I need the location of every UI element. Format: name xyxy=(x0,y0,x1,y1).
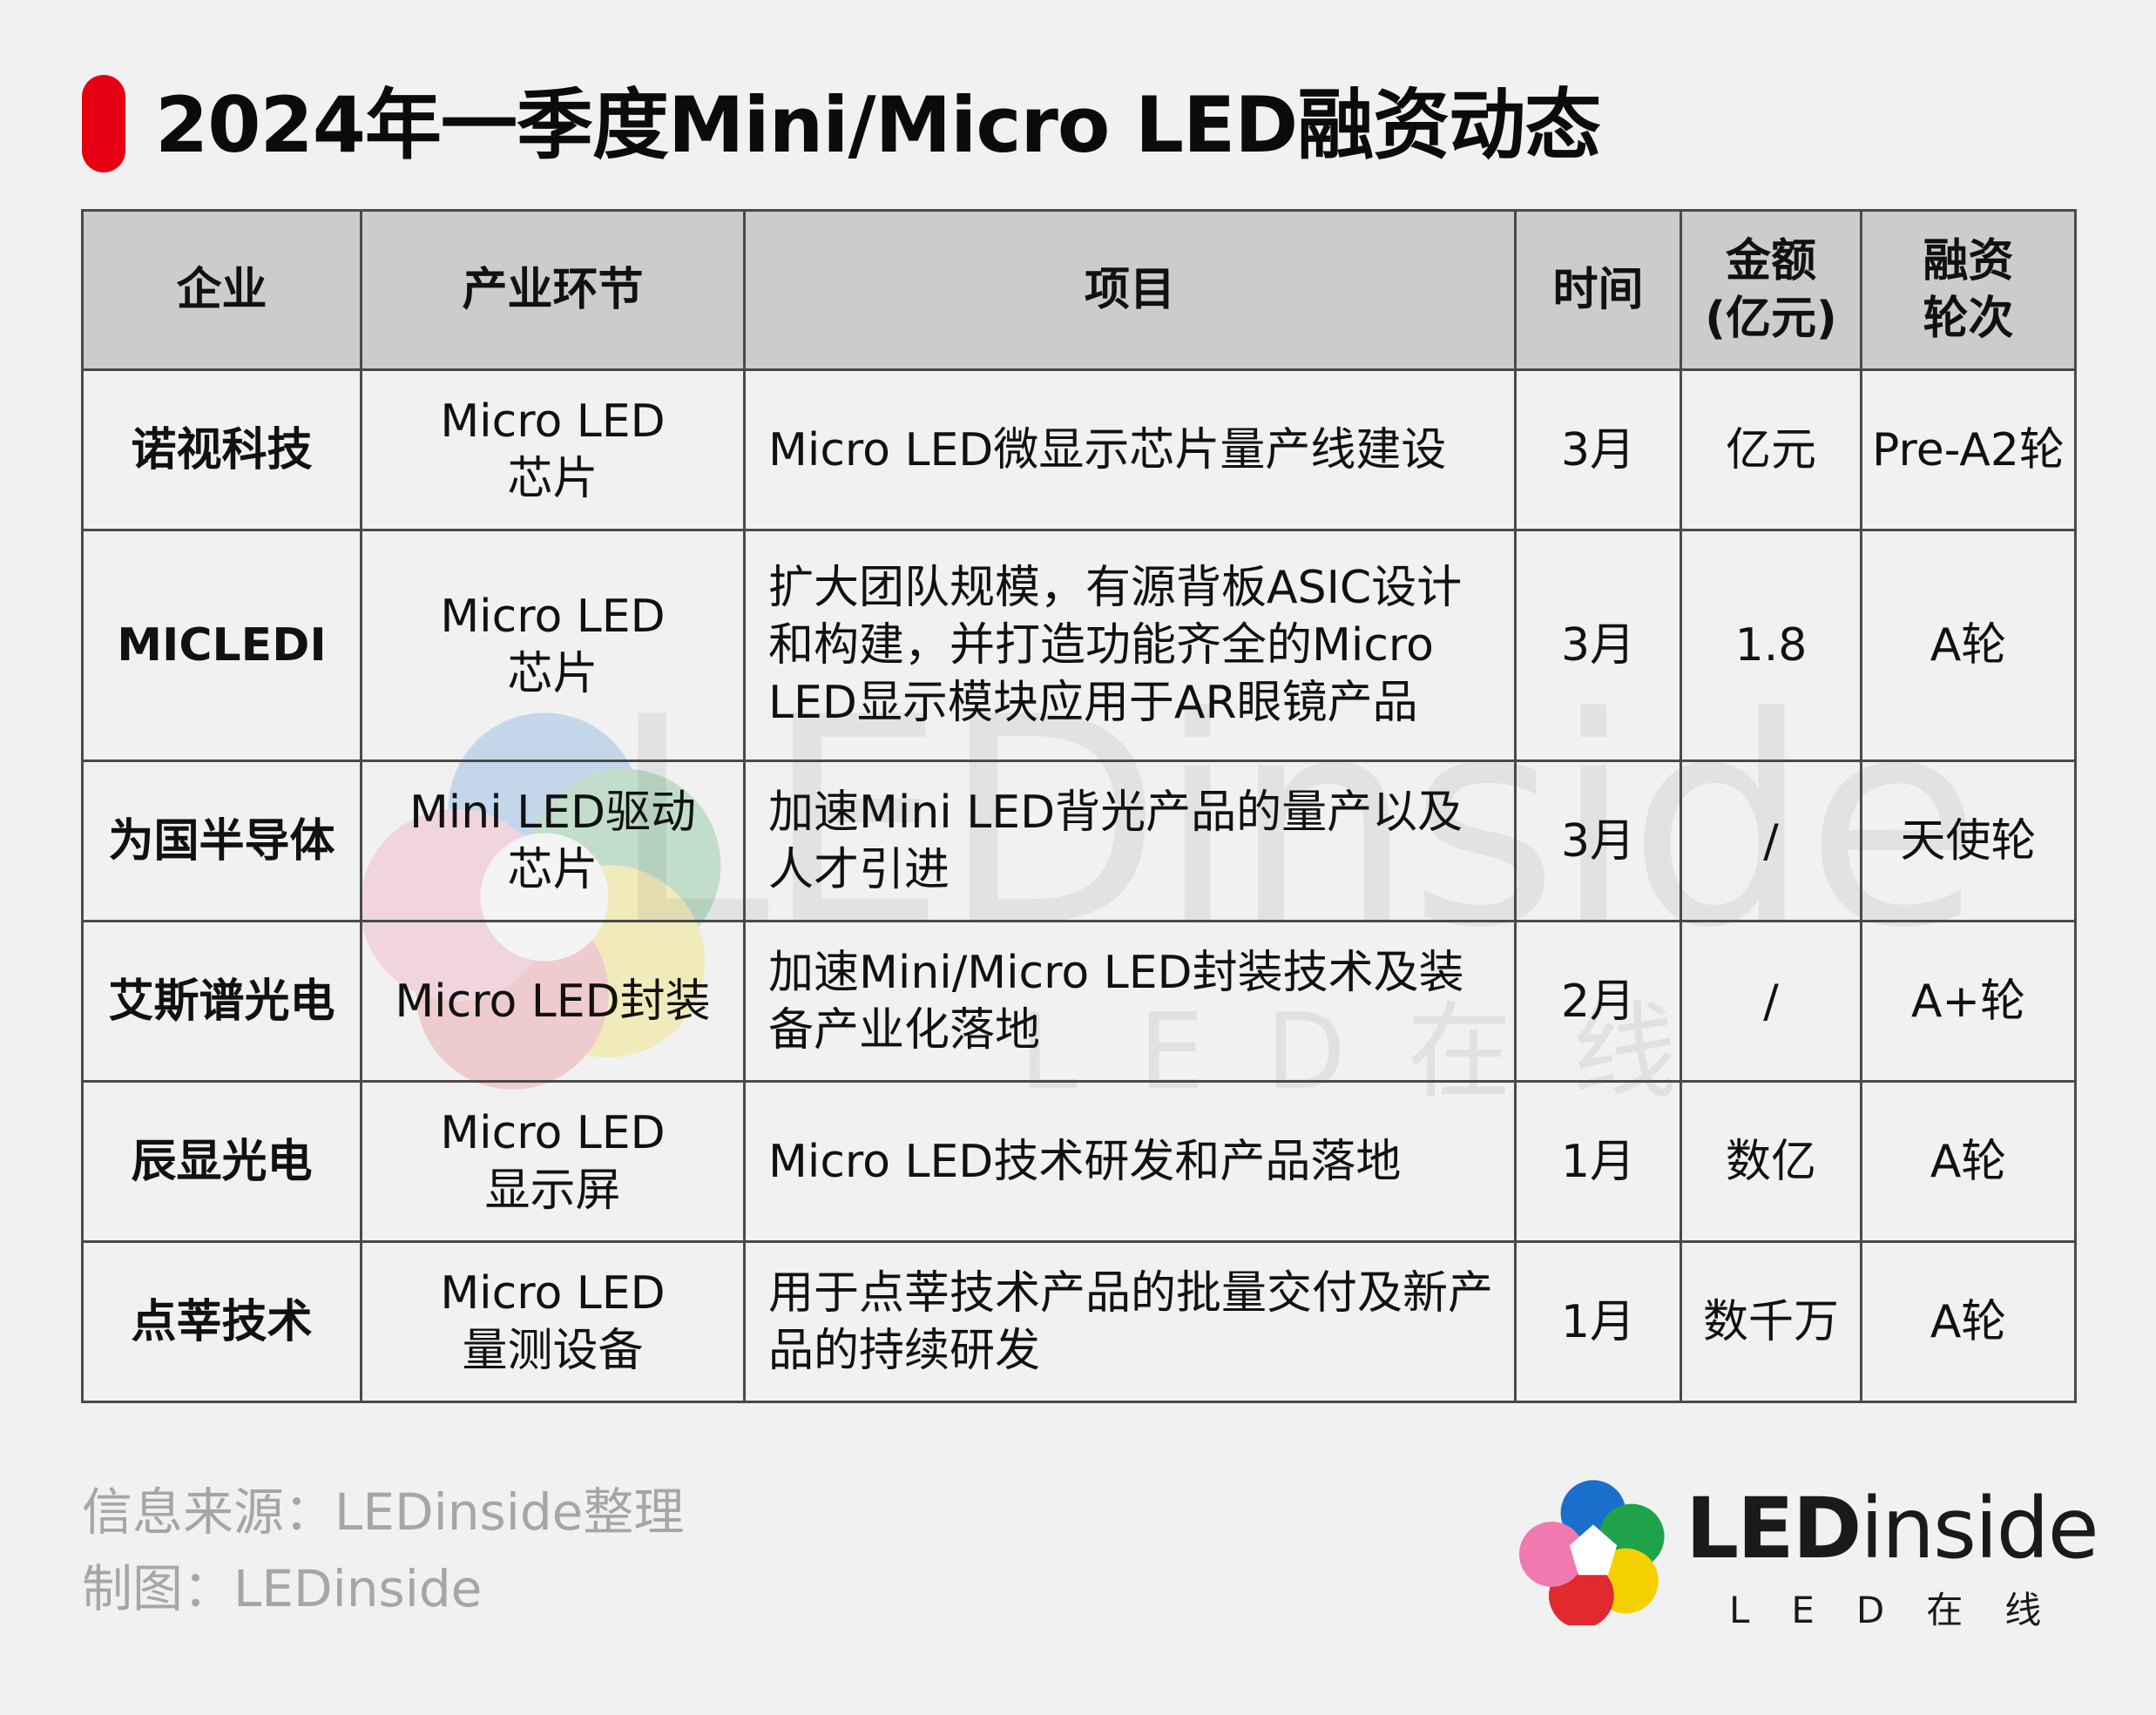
time-cell: 3月 xyxy=(1514,529,1682,762)
header-round: 融资 轮次 xyxy=(1860,209,2077,371)
project-cell: 加速Mini LED背光产品的量产以及人才引进 xyxy=(743,760,1517,922)
amount-cell: 1.8 xyxy=(1680,529,1862,762)
project-cell: Micro LED技术研发和产品落地 xyxy=(743,1080,1517,1243)
segment-cell: Mini LED驱动 芯片 xyxy=(360,760,746,922)
segment-cell: Micro LED 量测设备 xyxy=(360,1240,746,1403)
time-cell: 3月 xyxy=(1514,760,1682,922)
logo-wordmark-light: inside xyxy=(1860,1480,2099,1577)
header-company: 企业 xyxy=(81,209,362,371)
amount-cell: 亿元 xyxy=(1680,368,1862,531)
page-title: 2024年一季度Mini/Micro LED融资动态 xyxy=(155,80,1601,170)
segment-line2: 显示屏 xyxy=(484,1164,621,1217)
company-cell: 艾斯谱光电 xyxy=(81,920,362,1083)
table-header-row: 企业 产业环节 项目 时间 金额 (亿元) 融资轮次 xyxy=(81,209,2077,371)
project-cell: 扩大团队规模，有源背板ASIC设计和构建，并打造功能齐全的Micro LED显示… xyxy=(743,529,1517,762)
credit-text: 制图：LEDinside xyxy=(82,1559,483,1618)
table-row: 艾斯谱光电 Micro LED封装 加速Mini/Micro LED封装技术及装… xyxy=(81,920,2077,1083)
segment-cell: Micro LED 芯片 xyxy=(360,368,746,531)
company-cell: MICLEDI xyxy=(81,529,362,762)
financing-table: 企业 产业环节 项目 时间 金额 (亿元) 融资轮次 诺视科技 Micro LED… xyxy=(81,209,2077,1403)
project-cell: 加速Mini/Micro LED封装技术及装备产业化落地 xyxy=(743,920,1517,1083)
segment-line1: Micro LED xyxy=(440,591,666,643)
table-row: 点莘技术 Micro LED 量测设备 用于点莘技术产品的批量交付及新产品的持续研… xyxy=(81,1240,2077,1403)
company-cell: 辰显光电 xyxy=(81,1080,362,1243)
time-cell: 1月 xyxy=(1514,1240,1682,1403)
table-row: 为国半导体 Mini LED驱动 芯片 加速Mini LED背光产品的量产以及人才… xyxy=(81,760,2077,922)
logo-subtitle: LED在线 xyxy=(1729,1589,2084,1631)
segment-line2: 芯片 xyxy=(507,452,598,505)
segment-line1: Mini LED驱动 xyxy=(409,786,697,839)
header-amount: 金额 (亿元) xyxy=(1680,209,1862,371)
header-amount-line1: 金额 xyxy=(1725,235,1816,287)
segment-line2: 芯片 xyxy=(507,648,598,700)
source-text: 信息来源：LEDinside整理 xyxy=(82,1482,685,1542)
amount-cell: 数亿 xyxy=(1680,1080,1862,1243)
round-cell: A轮 xyxy=(1860,1240,2077,1403)
company-cell: 为国半导体 xyxy=(81,760,362,922)
round-cell: A轮 xyxy=(1860,1080,2077,1243)
company-cell: 诺视科技 xyxy=(81,368,362,531)
round-cell: A+轮 xyxy=(1860,920,2077,1083)
header-round-line1: 融资 xyxy=(1923,235,2014,287)
segment-cell: Micro LED 芯片 xyxy=(360,529,746,762)
time-cell: 2月 xyxy=(1514,920,1682,1083)
segment-cell: Micro LED 显示屏 xyxy=(360,1080,746,1243)
ledinside-logo-icon xyxy=(1519,1480,1665,1625)
header-round-line2: 轮次 xyxy=(1923,293,2014,345)
round-cell: 天使轮 xyxy=(1860,760,2077,922)
logo-wordmark-bold: LED xyxy=(1686,1480,1862,1577)
header-amount-line2: (亿元) xyxy=(1705,293,1837,345)
time-cell: 3月 xyxy=(1514,368,1682,531)
title-accent-bar xyxy=(82,75,125,172)
amount-cell: 数千万 xyxy=(1680,1240,1862,1403)
time-cell: 1月 xyxy=(1514,1080,1682,1243)
table-row: 诺视科技 Micro LED 芯片 Micro LED微显示芯片量产线建设 3月 … xyxy=(81,368,2077,531)
segment-line1: Micro LED xyxy=(440,395,666,448)
segment-line1: Micro LED xyxy=(440,1266,666,1320)
segment-line2: 芯片 xyxy=(507,843,598,896)
table-row: 辰显光电 Micro LED 显示屏 Micro LED技术研发和产品落地 1月 … xyxy=(81,1080,2077,1243)
segment-cell: Micro LED封装 xyxy=(360,920,746,1083)
segment-line1: Micro LED xyxy=(440,1106,666,1159)
project-cell: 用于点莘技术产品的批量交付及新产品的持续研发 xyxy=(743,1240,1517,1403)
header-segment: 产业环节 xyxy=(360,209,746,371)
source-notes: 信息来源：LEDinside整理 制图：LEDinside xyxy=(82,1474,684,1627)
segment-line2: 量测设备 xyxy=(462,1324,644,1377)
logo-wordmark: LEDinside xyxy=(1686,1485,2099,1572)
header-project: 项目 xyxy=(743,209,1517,371)
project-cell: Micro LED微显示芯片量产线建设 xyxy=(743,368,1517,531)
round-cell: A轮 xyxy=(1860,529,2077,762)
amount-cell: / xyxy=(1680,920,1862,1083)
header-time: 时间 xyxy=(1514,209,1682,371)
round-cell: Pre-A2轮 xyxy=(1860,368,2077,531)
company-cell: 点莘技术 xyxy=(81,1240,362,1403)
table-row: MICLEDI Micro LED 芯片 扩大团队规模，有源背板ASIC设计和构建… xyxy=(81,529,2077,762)
amount-cell: / xyxy=(1680,760,1862,922)
